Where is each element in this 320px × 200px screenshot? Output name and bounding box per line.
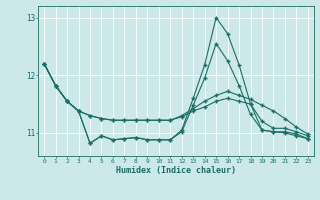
X-axis label: Humidex (Indice chaleur): Humidex (Indice chaleur) (116, 166, 236, 175)
